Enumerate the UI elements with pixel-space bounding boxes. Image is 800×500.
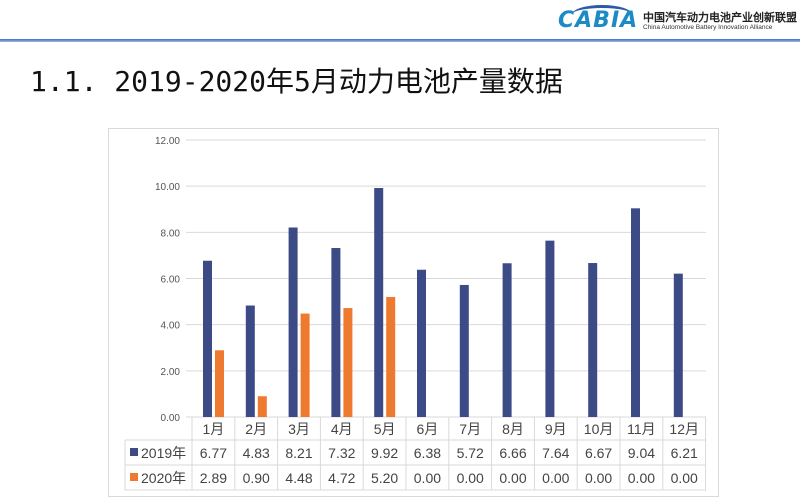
- data-label: 6.21: [671, 445, 698, 461]
- x-category-label: 6月: [417, 421, 439, 437]
- data-label: 5.72: [457, 445, 484, 461]
- bar-2020年-2月: [257, 396, 267, 417]
- logo-arc-icon: [572, 5, 632, 24]
- data-label: 4.83: [243, 445, 270, 461]
- data-label: 0.00: [457, 470, 484, 486]
- data-label: 4.72: [328, 470, 355, 486]
- legend-label: 2020年: [141, 470, 186, 486]
- data-label: 2.89: [200, 470, 227, 486]
- data-label: 7.64: [542, 445, 569, 461]
- x-category-label: 2月: [245, 421, 267, 437]
- y-tick-label: 12.00: [155, 136, 180, 147]
- x-category-label: 5月: [374, 421, 396, 437]
- bar-2020年-5月: [386, 296, 396, 417]
- y-tick-label: 2.00: [161, 367, 181, 378]
- data-label: 9.92: [371, 445, 398, 461]
- legend-swatch: [130, 448, 138, 456]
- bar-2020年-1月: [215, 350, 224, 417]
- page-title: 1.1. 2019-2020年5月动力电池产量数据: [30, 65, 563, 98]
- bar-2019年-5月: [374, 188, 384, 417]
- data-label: 6.38: [414, 445, 441, 461]
- data-label: 6.77: [200, 445, 227, 461]
- data-label: 8.21: [285, 445, 312, 461]
- data-label: 6.66: [499, 445, 526, 461]
- bar-2019年-1月: [203, 260, 212, 417]
- x-category-label: 10月: [584, 421, 614, 437]
- bar-2019年-3月: [288, 227, 298, 417]
- data-label: 9.04: [628, 445, 655, 461]
- data-label: 0.00: [585, 470, 612, 486]
- x-category-label: 8月: [502, 421, 524, 437]
- bar-2019年-12月: [673, 273, 683, 417]
- bar-2019年-4月: [331, 248, 341, 417]
- data-label: 0.00: [499, 470, 526, 486]
- data-label: 0.90: [243, 470, 270, 486]
- data-label: 7.32: [328, 445, 355, 461]
- cabia-logo: CABIA: [558, 8, 639, 33]
- bar-2019年-8月: [502, 263, 512, 417]
- x-category-label: 4月: [331, 421, 353, 437]
- bar-2019年-2月: [245, 305, 255, 417]
- data-label: 6.67: [585, 445, 612, 461]
- bar-2019年-11月: [631, 208, 640, 417]
- data-label: 5.20: [371, 470, 398, 486]
- x-category-label: 7月: [459, 421, 481, 437]
- x-category-label: 9月: [545, 421, 567, 437]
- x-category-label: 1月: [203, 421, 225, 437]
- y-tick-label: 8.00: [161, 228, 181, 239]
- org-name-en: China Automotive Battery Innovation Alli…: [643, 24, 773, 31]
- y-tick-label: 0.00: [161, 413, 181, 424]
- x-category-label: 3月: [288, 421, 310, 437]
- y-tick-label: 4.00: [161, 321, 181, 332]
- data-label: 0.00: [671, 470, 698, 486]
- x-category-label: 11月: [627, 421, 656, 437]
- y-tick-label: 10.00: [155, 182, 180, 193]
- legend-label: 2019年: [141, 445, 186, 461]
- bar-2019年-10月: [588, 263, 598, 417]
- bar-2020年-3月: [300, 313, 310, 417]
- bar-2019年-6月: [417, 269, 426, 417]
- data-label: 4.48: [285, 470, 312, 486]
- chart-frame: [108, 128, 719, 497]
- bar-2019年-7月: [459, 284, 469, 417]
- header-divider: [0, 39, 800, 42]
- bar-2019年-9月: [545, 240, 555, 417]
- x-category-label: 12月: [669, 421, 699, 437]
- y-tick-label: 6.00: [161, 275, 181, 286]
- legend-swatch: [130, 473, 138, 481]
- bar-2020年-4月: [343, 308, 353, 417]
- data-label: 0.00: [414, 470, 441, 486]
- org-name-cn: 中国汽车动力电池产业创新联盟: [643, 11, 797, 24]
- data-label: 0.00: [628, 470, 655, 486]
- data-label: 0.00: [542, 470, 569, 486]
